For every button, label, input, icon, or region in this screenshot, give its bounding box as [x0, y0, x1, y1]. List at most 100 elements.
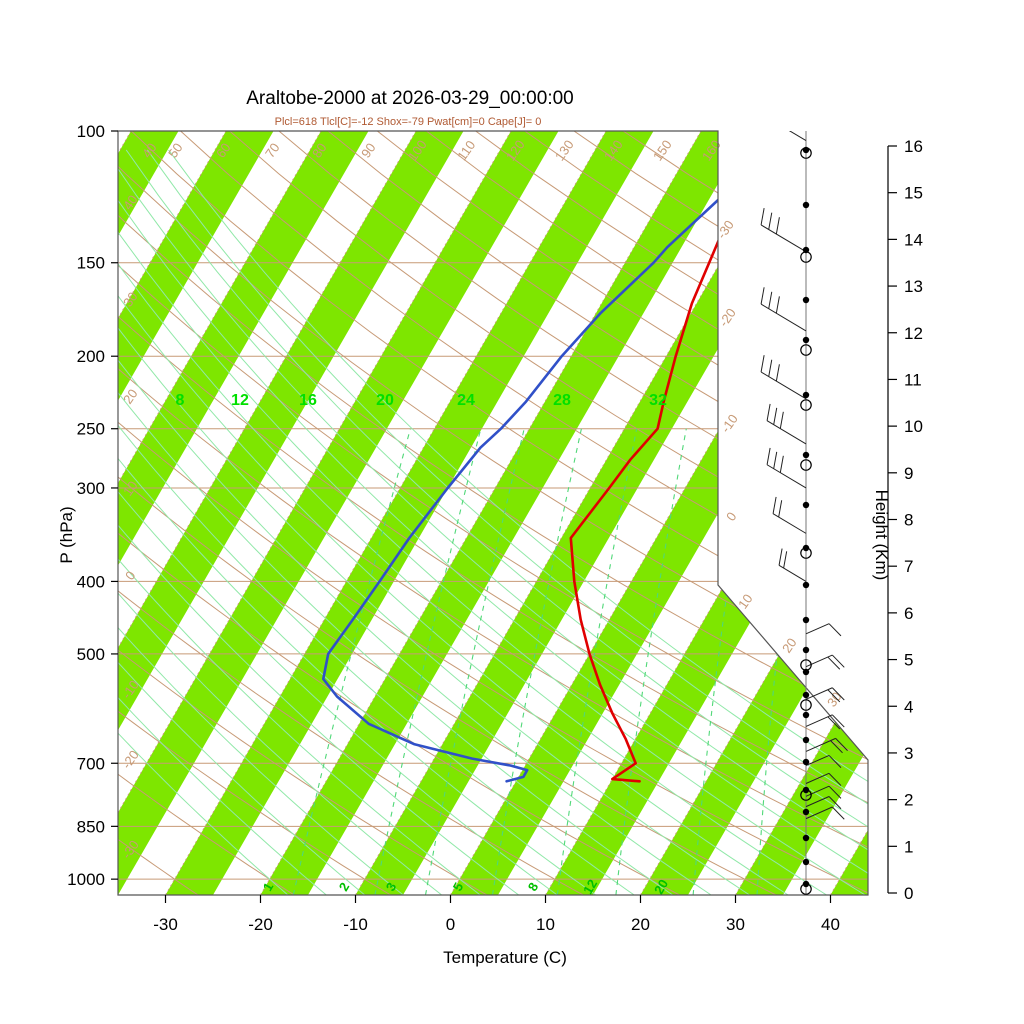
wind-level-marker: [802, 858, 810, 866]
wind-level-marker: [802, 616, 810, 624]
moist-adiabat-label-32: 32: [649, 392, 667, 409]
dewpoint-trace: [322, 154, 764, 783]
height-tick-1: 1: [904, 837, 913, 856]
dry-adiabat-top-label-90: 90: [358, 140, 379, 160]
wind-level-marker-open: [800, 344, 812, 356]
wind-barb: [805, 623, 842, 637]
pressure-tick-100: 100: [77, 122, 105, 141]
page-title: Araltobe-2000 at 2026-03-29_00:00:00: [246, 88, 573, 109]
moist-adiabat-label-20: 20: [376, 392, 394, 409]
dry-adiabat-top-label-40: 40: [139, 140, 160, 160]
pressure-axis: 100 150 200 250 300 400 500 700 850 1000: [67, 122, 118, 889]
temperature-tick--10: -10: [343, 915, 368, 934]
pressure-tick-250: 250: [77, 420, 105, 439]
temperature-tick-40: 40: [821, 915, 840, 934]
wind-barb: [788, 131, 807, 142]
wind-level-marker: [802, 451, 810, 459]
height-tick-7: 7: [904, 557, 913, 576]
wind-level-marker: [802, 711, 810, 719]
wind-barb: [805, 785, 842, 799]
temperature-tick--30: -30: [153, 915, 178, 934]
isotherm-right-label-5: 20: [779, 635, 800, 655]
wind-barb-column: [760, 131, 848, 895]
wind-level-marker: [802, 736, 810, 744]
moist-adiabat-label-28: 28: [553, 392, 571, 409]
temperature-tick-0: 0: [446, 915, 455, 934]
height-axis-label: Height (Km): [872, 490, 891, 581]
wind-level-marker-open: [800, 659, 812, 671]
wind-level-marker: [802, 201, 810, 209]
dry-adiabat-top-label-80: 80: [309, 140, 330, 160]
wind-barb: [760, 208, 807, 253]
wind-level-marker: [802, 391, 810, 399]
wind-barb: [805, 772, 842, 786]
temperature-axis-label: Temperature (C): [443, 948, 567, 967]
wind-barb: [778, 548, 807, 582]
pressure-tick-850: 850: [77, 817, 105, 836]
dry-adiabat-top-label-60: 60: [213, 140, 234, 160]
wind-barb: [805, 806, 845, 820]
height-tick-13: 13: [904, 277, 923, 296]
height-tick-2: 2: [904, 791, 913, 810]
height-tick-16: 16: [904, 137, 923, 156]
wind-level-marker: [802, 808, 810, 816]
height-tick-5: 5: [904, 651, 913, 670]
wind-level-marker-open: [800, 459, 812, 471]
temperature-tick-30: 30: [726, 915, 745, 934]
wind-barb: [805, 714, 845, 730]
mixing-ratio-label-20: 20: [651, 877, 671, 897]
pressure-tick-700: 700: [77, 754, 105, 773]
height-tick-10: 10: [904, 417, 923, 436]
height-tick-15: 15: [904, 184, 923, 203]
wind-barb: [766, 403, 807, 445]
height-tick-4: 4: [904, 697, 913, 716]
wind-barb: [772, 496, 807, 534]
wind-level-marker: [802, 758, 810, 766]
wind-level-marker: [802, 646, 810, 654]
wind-level-marker-open: [800, 147, 812, 159]
wind-barb: [805, 654, 845, 670]
height-tick-3: 3: [904, 744, 913, 763]
wind-level-marker: [802, 581, 810, 589]
pressure-tick-500: 500: [77, 645, 105, 664]
temperature-tick--20: -20: [248, 915, 273, 934]
temperature-axis: -30 -20 -10 0 10 20 30 40: [153, 895, 840, 934]
dry-adiabat-left-label-0: 40: [120, 192, 141, 212]
wind-level-marker-open: [800, 789, 812, 801]
dry-adiabat-top-label-50: 50: [165, 140, 186, 160]
sounding-traces: [322, 154, 777, 783]
moist-adiabat-label-8: 8: [176, 392, 185, 409]
wind-level-marker-open: [800, 251, 812, 263]
height-tick-11: 11: [904, 370, 922, 389]
plot-frame: [117, 130, 869, 896]
wind-level-marker: [802, 296, 810, 304]
wind-level-marker: [802, 336, 810, 344]
pressure-tick-200: 200: [77, 347, 105, 366]
moist-adiabat-lines: [118, 149, 868, 895]
pressure-tick-150: 150: [77, 254, 105, 273]
wind-level-marker: [802, 501, 810, 509]
dry-adiabat-top-label-70: 70: [262, 140, 283, 160]
indices-subtitle: Plcl=618 Tlcl[C]=-12 Shox=-79 Pwat[cm]=0…: [275, 116, 542, 128]
height-tick-14: 14: [904, 230, 923, 249]
moist-adiabat-label-12: 12: [231, 392, 249, 409]
wind-barb: [805, 737, 848, 754]
pressure-tick-300: 300: [77, 479, 105, 498]
dry-adiabat-left-label-3: 10: [120, 478, 141, 498]
wind-barb: [805, 796, 842, 810]
pressure-axis-label: P (hPa): [57, 506, 76, 563]
temperature-tick-20: 20: [631, 915, 650, 934]
wind-level-marker-open: [800, 547, 812, 559]
temperature-tick-10: 10: [536, 915, 555, 934]
mixing-ratio-lines: [292, 428, 806, 895]
pressure-tick-1000: 1000: [67, 870, 105, 889]
mixing-ratio-label-12: 12: [580, 877, 600, 897]
wind-barb: [805, 687, 845, 703]
wind-barb: [760, 355, 807, 400]
isotherm-right-label-6: 30: [824, 689, 845, 709]
wind-level-marker-open: [800, 699, 812, 711]
dry-adiabat-left-label-1: 30: [120, 289, 141, 309]
wind-barb: [805, 754, 842, 768]
